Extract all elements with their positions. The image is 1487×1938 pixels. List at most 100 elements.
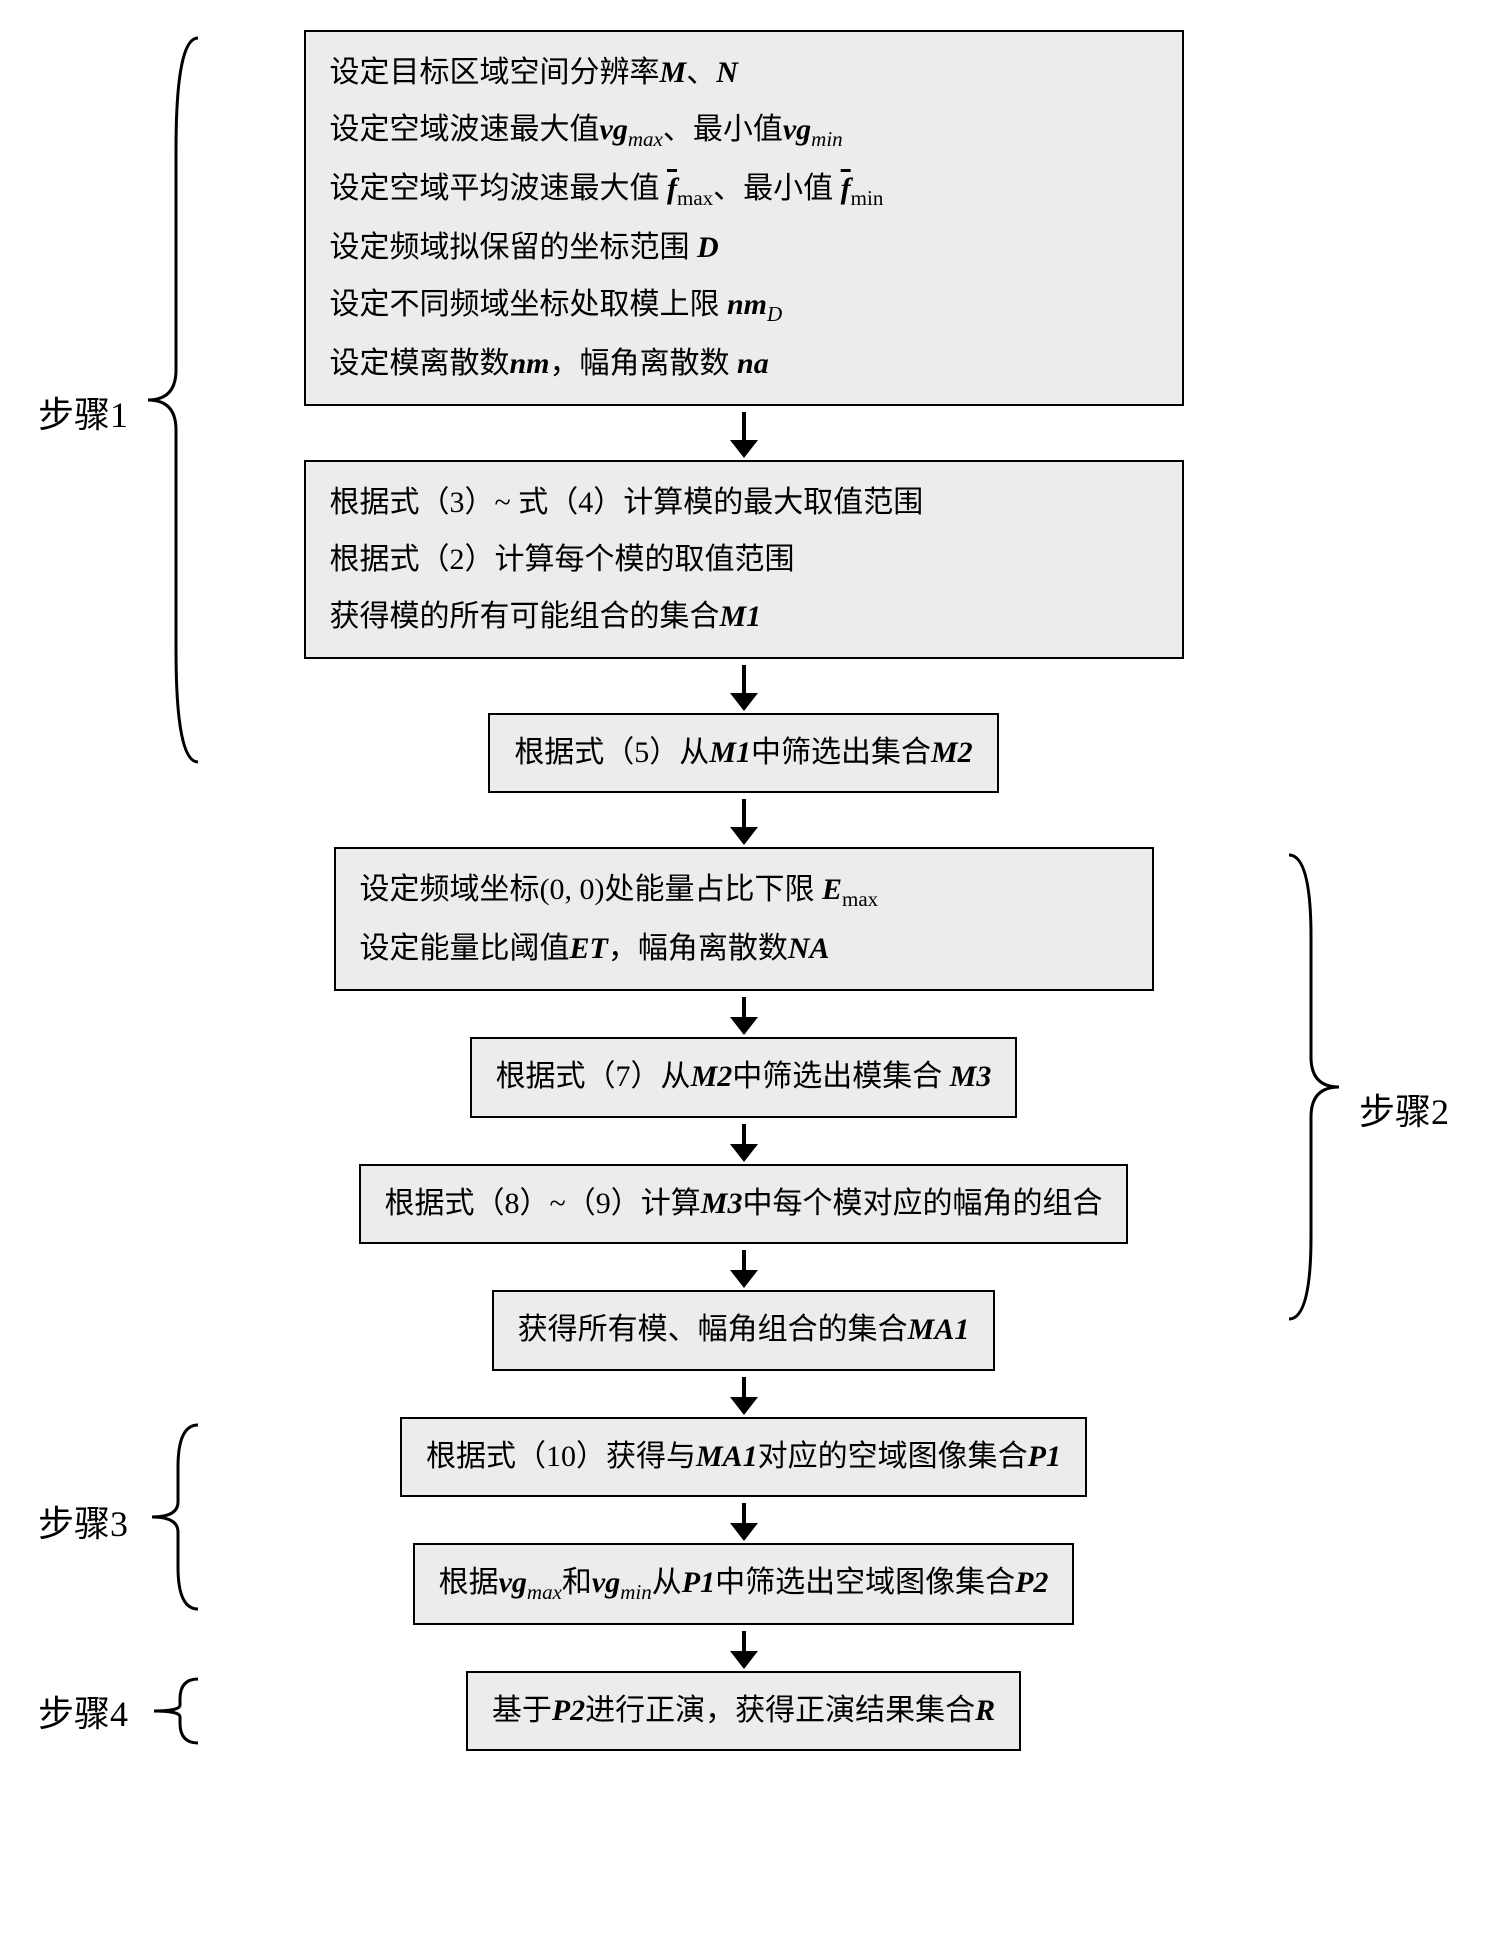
box5: 根据式（7）从M2中筛选出模集合 M3 xyxy=(470,1037,1018,1118)
step2-spacer-left xyxy=(20,847,208,1370)
t: 根据式（10）获得与 xyxy=(426,1440,696,1473)
box2-l3: 获得模的所有可能组合的集合M1 xyxy=(330,588,1158,645)
sym-MA1: MA1 xyxy=(908,1313,970,1346)
sub-max3: max xyxy=(842,887,878,911)
brace-step3 xyxy=(138,1417,208,1617)
box7: 获得所有模、幅角组合的集合MA1 xyxy=(492,1290,996,1371)
sym-M2b: M2 xyxy=(691,1060,733,1093)
arrow-8 xyxy=(742,1503,746,1529)
sym-na: na xyxy=(737,347,769,380)
t: 中筛选出模集合 xyxy=(732,1060,950,1093)
box1-l5: 设定不同频域坐标处取模上限 nmD xyxy=(330,276,1158,335)
arrow-1 xyxy=(742,412,746,446)
t: 设定频域坐标(0, 0)处能量占比下限 xyxy=(360,873,822,906)
t: ，幅角离散数 xyxy=(608,932,788,965)
step1-content: 设定目标区域空间分辨率M、N 设定空域波速最大值vgmax、最小值vgmin 设… xyxy=(208,30,1279,793)
step2-label-col: 步骤2 xyxy=(1279,847,1467,1370)
sub-min4: min xyxy=(620,1580,652,1604)
brace-step4 xyxy=(138,1671,208,1751)
t: 设定能量比阈值 xyxy=(360,932,570,965)
box4: 设定频域坐标(0, 0)处能量占比下限 Emax 设定能量比阈值ET，幅角离散数… xyxy=(334,847,1154,991)
box9: 根据vgmax和vgmin从P1中筛选出空域图像集合P2 xyxy=(413,1543,1075,1625)
sub-D: D xyxy=(767,302,782,326)
step2-group: 设定频域坐标(0, 0)处能量占比下限 Emax 设定能量比阈值ET，幅角离散数… xyxy=(20,847,1467,1370)
box1-l2: 设定空域波速最大值vgmax、最小值vgmin xyxy=(330,101,1158,160)
c xyxy=(208,793,1279,847)
brace-step2 xyxy=(1279,847,1349,1327)
arrow-5 xyxy=(742,1124,746,1150)
t: 设定目标区域空间分辨率 xyxy=(330,56,660,89)
t: 进行正演，获得正演结果集合 xyxy=(585,1694,975,1727)
box10: 基于P2进行正演，获得正演结果集合R xyxy=(466,1671,1021,1752)
box1-l6: 设定模离散数nm，幅角离散数 na xyxy=(330,335,1158,392)
t: 中筛选出空域图像集合 xyxy=(715,1566,1015,1599)
sym-N: N xyxy=(716,56,738,89)
step3-spacer-right xyxy=(1279,1417,1467,1625)
sym-nmD: nm xyxy=(727,288,767,321)
box2-l2: 根据式（2）计算每个模的取值范围 xyxy=(330,531,1158,588)
step2-content: 设定频域坐标(0, 0)处能量占比下限 Emax 设定能量比阈值ET，幅角离散数… xyxy=(208,847,1279,1370)
box3: 根据式（5）从M1中筛选出集合M2 xyxy=(488,713,998,794)
arrow-6 xyxy=(742,1250,746,1276)
sym-M: M xyxy=(660,56,687,89)
step1-label: 步骤1 xyxy=(38,386,128,438)
t: 、最小值 xyxy=(663,113,783,146)
spacer xyxy=(1279,1371,1467,1417)
sub-max4: max xyxy=(527,1580,562,1604)
t: ，幅角离散数 xyxy=(550,347,738,380)
step3-content: 根据式（10）获得与MA1对应的空域图像集合P1 根据vgmax和vgmin从P… xyxy=(208,1417,1279,1625)
t: 中筛选出集合 xyxy=(751,736,931,769)
box8: 根据式（10）获得与MA1对应的空域图像集合P1 xyxy=(400,1417,1087,1498)
sym-NA: NA xyxy=(788,932,830,965)
gap-2-3 xyxy=(20,1371,1467,1417)
arrow-7 xyxy=(742,1377,746,1403)
sym-R: R xyxy=(975,1694,995,1727)
arrow-9 xyxy=(742,1631,746,1657)
t: 根据式（7）从 xyxy=(496,1060,691,1093)
spacer xyxy=(1279,1625,1467,1671)
gap-1-2 xyxy=(20,793,1467,847)
c xyxy=(208,1371,1279,1417)
step1-spacer-right xyxy=(1279,30,1467,793)
arrow-2 xyxy=(742,665,746,699)
t: 基于 xyxy=(492,1694,552,1727)
step4-label: 步骤4 xyxy=(38,1685,128,1737)
sym-ET: ET xyxy=(570,932,608,965)
sym-MA1b: MA1 xyxy=(696,1440,758,1473)
t: 设定空域波速最大值 xyxy=(330,113,600,146)
sym-D: D xyxy=(697,231,719,264)
t: 获得模的所有可能组合的集合 xyxy=(330,600,720,633)
t: 中每个模对应的幅角的组合 xyxy=(742,1187,1102,1220)
sym-M1b: M1 xyxy=(709,736,751,769)
arrow-3 xyxy=(742,799,746,833)
sym-M3: M3 xyxy=(950,1060,992,1093)
t: 根据 xyxy=(439,1566,499,1599)
sub-min2: min xyxy=(851,186,884,210)
sym-P2b: P2 xyxy=(552,1694,585,1727)
t: 设定空域平均波速最大值 xyxy=(330,172,660,205)
arrow-4 xyxy=(742,997,746,1023)
box1-l4: 设定频域拟保留的坐标范围 D xyxy=(330,219,1158,276)
box1-l1: 设定目标区域空间分辨率M、N xyxy=(330,44,1158,101)
step1-label-col: 步骤1 xyxy=(20,30,208,793)
sym-M1: M1 xyxy=(720,600,762,633)
sub-max2: max xyxy=(677,186,713,210)
sym-P1: P1 xyxy=(1028,1440,1061,1473)
sym-f1: f xyxy=(667,172,677,205)
sym-vg: vg xyxy=(600,113,628,146)
step4-group: 步骤4 基于P2进行正演，获得正演结果集合R xyxy=(20,1671,1467,1752)
spacer xyxy=(20,1371,208,1417)
box4-l1: 设定频域坐标(0, 0)处能量占比下限 Emax xyxy=(360,861,1128,920)
spacer xyxy=(20,1625,208,1671)
spacer xyxy=(1279,793,1467,847)
t: 和 xyxy=(562,1566,592,1599)
flowchart-root: 步骤1 设定目标区域空间分辨率M、N 设定空域波速最大值vgmax、最小值vgm… xyxy=(20,30,1467,1751)
box6: 根据式（8）~（9）计算M3中每个模对应的幅角的组合 xyxy=(359,1164,1129,1245)
box2: 根据式（3）~ 式（4）计算模的最大取值范围 根据式（2）计算每个模的取值范围 … xyxy=(304,460,1184,659)
box2-l1: 根据式（3）~ 式（4）计算模的最大取值范围 xyxy=(330,474,1158,531)
t: 根据式（5）从 xyxy=(514,736,709,769)
t: 从 xyxy=(652,1566,682,1599)
step3-label: 步骤3 xyxy=(38,1495,128,1547)
box4-l2: 设定能量比阈值ET，幅角离散数NA xyxy=(360,920,1128,977)
spacer xyxy=(20,793,208,847)
